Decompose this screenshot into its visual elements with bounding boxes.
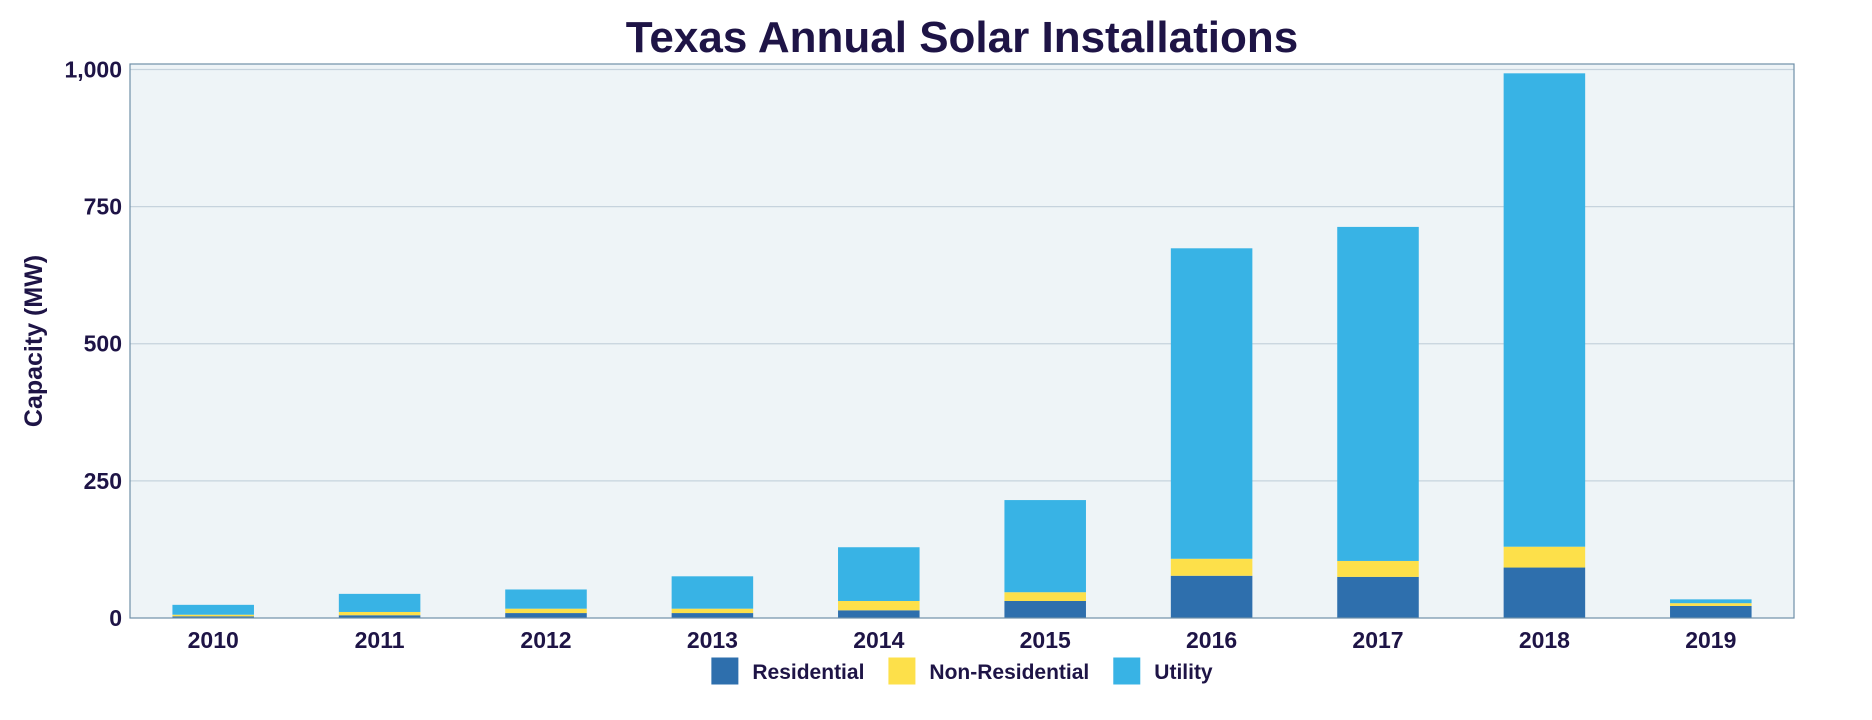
- bar-utility-2014: [838, 547, 920, 601]
- legend: Residential Non-Residential Utility: [711, 657, 1213, 685]
- legend-swatch-residential: [711, 657, 739, 685]
- legend-swatch-utility: [1113, 657, 1141, 685]
- bar-utility-2016: [1170, 248, 1253, 559]
- bar-non-residential-2017: [1337, 560, 1419, 577]
- x-tick-label: 2012: [520, 627, 571, 653]
- bar-utility-2010: [172, 604, 254, 615]
- bar-residential-2012: [505, 613, 587, 618]
- bar-non-residential-2014: [838, 600, 920, 611]
- bar-utility-2015: [1004, 500, 1086, 593]
- x-tick-label: 2018: [1519, 627, 1570, 653]
- bar-residential-2016: [1170, 575, 1253, 618]
- legend-label-residential: Residential: [752, 661, 864, 684]
- x-tick-label: 2011: [355, 627, 405, 653]
- bar-residential-2019: [1670, 605, 1752, 618]
- x-tick-label: 2015: [1020, 627, 1071, 653]
- chart-title: Texas Annual Solar Installations: [626, 13, 1298, 62]
- bar-non-residential-2015: [1004, 592, 1086, 601]
- bar-residential-2014: [838, 610, 920, 618]
- bar-residential-2013: [671, 613, 754, 618]
- y-axis-label: Capacity (MW): [20, 255, 48, 427]
- bar-non-residential-2013: [671, 608, 754, 614]
- bar-non-residential-2012: [505, 608, 587, 614]
- x-tick-labels: 2010 2011 2012 2013 2014 2015 2016 2017 2018 2019: [188, 627, 1737, 653]
- bar-utility-2017: [1337, 226, 1419, 561]
- bar-non-residential-2019: [1670, 603, 1752, 606]
- bar-residential-2017: [1337, 576, 1419, 618]
- y-tick-labels: 0 250 500 750 1,000: [64, 56, 122, 631]
- x-tick-label: 2014: [853, 627, 904, 653]
- bar-utility-2011: [338, 593, 421, 612]
- bars: [172, 73, 1752, 618]
- x-tick-label: 2013: [687, 627, 738, 653]
- y-tick-label: 250: [84, 468, 122, 494]
- bar-utility-2019: [1670, 599, 1752, 604]
- x-tick-label: 2017: [1352, 627, 1403, 653]
- bar-residential-2011: [338, 615, 421, 618]
- bar-residential-2015: [1004, 600, 1086, 618]
- bar-utility-2012: [505, 589, 587, 609]
- bar-non-residential-2010: [172, 614, 254, 617]
- bar-utility-2018: [1503, 73, 1586, 547]
- bar-non-residential-2011: [338, 611, 421, 616]
- legend-swatch-non-residential: [888, 657, 916, 685]
- legend-label-non-residential: Non-Residential: [929, 661, 1089, 684]
- y-tick-label: 1,000: [64, 56, 122, 82]
- y-tick-label: 0: [109, 605, 122, 631]
- x-tick-label: 2019: [1685, 627, 1736, 653]
- bar-utility-2013: [671, 576, 754, 609]
- y-tick-label: 500: [84, 331, 122, 357]
- x-tick-label: 2010: [188, 627, 239, 653]
- bar-residential-2010: [172, 616, 254, 618]
- bar-non-residential-2018: [1503, 546, 1586, 568]
- legend-label-utility: Utility: [1154, 661, 1213, 684]
- bar-non-residential-2016: [1170, 558, 1253, 576]
- x-tick-label: 2016: [1186, 627, 1237, 653]
- bar-residential-2018: [1503, 567, 1586, 618]
- plot-border: [129, 63, 1795, 619]
- y-tick-label: 750: [84, 194, 122, 220]
